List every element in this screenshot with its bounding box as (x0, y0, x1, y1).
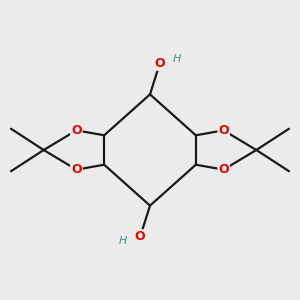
Text: O: O (154, 57, 165, 70)
Text: O: O (218, 124, 229, 137)
Text: O: O (218, 163, 229, 176)
Text: O: O (71, 163, 82, 176)
Text: O: O (135, 230, 146, 243)
Text: H: H (172, 54, 181, 64)
Text: H: H (119, 236, 128, 246)
Text: O: O (71, 124, 82, 137)
